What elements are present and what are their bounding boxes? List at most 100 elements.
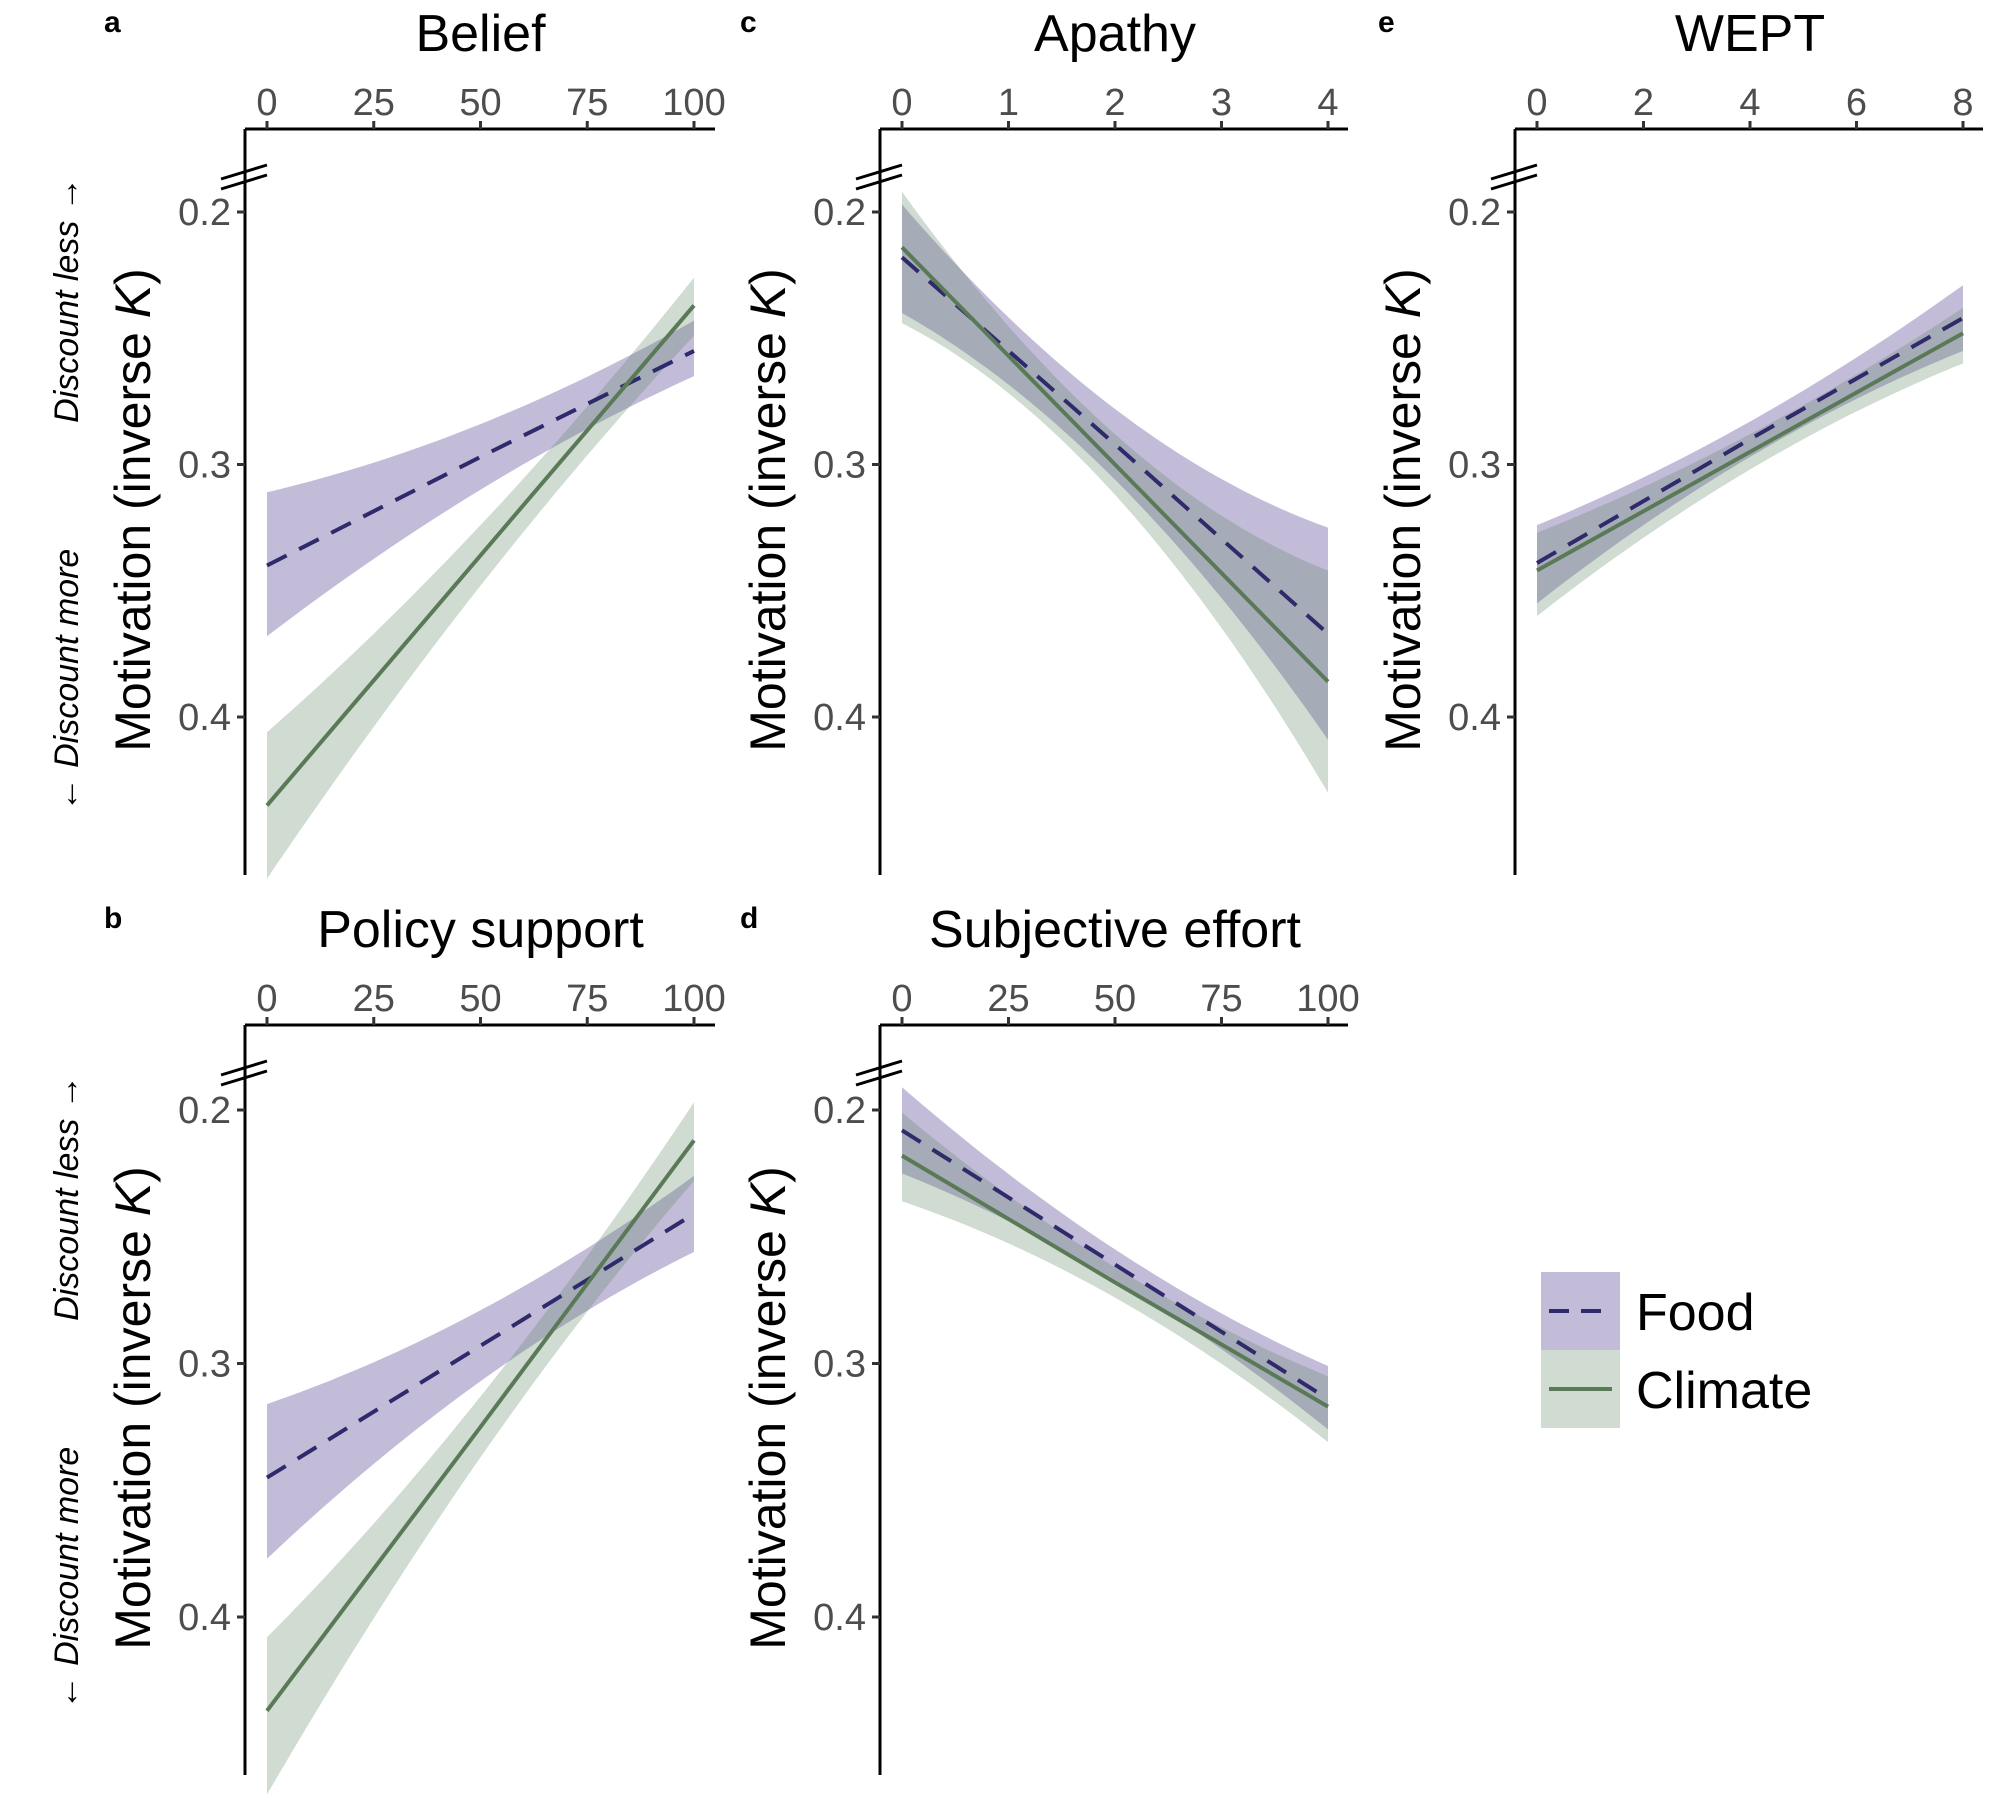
ci-band-food: [1537, 285, 1963, 604]
axis-break-mark: [855, 163, 903, 181]
y-label-text: Motivation (inverse: [740, 1216, 796, 1650]
ci-band-food: [267, 320, 694, 637]
y-tick-label: 0.2: [1448, 192, 1501, 234]
x-tick-label: 2: [1104, 82, 1125, 124]
y-label-k: K: [740, 1180, 796, 1216]
y-axis-label: Motivation (inverse K): [740, 1166, 796, 1650]
axis-break-mark: [220, 1069, 268, 1087]
axis-break-mark: [220, 163, 268, 181]
axis-break-mark: [220, 1059, 268, 1077]
y-axis-label: Motivation (inverse K): [105, 1166, 161, 1650]
y-tick-label: 0.4: [178, 697, 231, 739]
y-label-close: ): [105, 1166, 161, 1183]
x-tick-label: 100: [662, 82, 725, 124]
discount-more-label: ← Discount more: [48, 549, 86, 812]
y-axis-label: Motivation (inverse K): [740, 268, 796, 752]
panel-title: WEPT: [1675, 5, 1825, 63]
y-tick-label: 0.3: [813, 1344, 866, 1386]
x-tick-label: 75: [566, 82, 608, 124]
axis-break-mark: [855, 1059, 903, 1077]
axis-break-mark: [220, 173, 268, 191]
y-tick-label: 0.2: [178, 192, 231, 234]
y-tick-label: 0.4: [813, 697, 866, 739]
panel-letter: c: [740, 6, 757, 39]
axis-break-mark: [855, 1069, 903, 1087]
discount-more-label: ← Discount more: [48, 1447, 86, 1710]
ci-band-climate: [902, 1112, 1328, 1443]
y-label-close: ): [740, 1166, 796, 1183]
x-tick-label: 50: [459, 82, 501, 124]
legend: Food Climate: [1541, 1272, 1812, 1428]
line-climate: [900, 1153, 1330, 1409]
panel-a: a Belief 0 25 50 75 100 0.2 0.3 0.4 Motivation (in…: [48, 5, 726, 879]
ci-band-climate: [902, 191, 1328, 793]
x-tick-label: 25: [353, 978, 395, 1020]
y-tick-label: 0.2: [813, 192, 866, 234]
line-food: [900, 255, 1330, 636]
axis-break-mark: [1490, 163, 1538, 181]
axis-break-mark: [1490, 173, 1538, 191]
y-label-close: ): [105, 268, 161, 285]
y-tick-label: 0.4: [178, 1597, 231, 1639]
line-food: [1535, 316, 1964, 565]
y-tick-label: 0.2: [178, 1090, 231, 1132]
y-label-text: Motivation (inverse: [105, 318, 161, 752]
panel-letter: a: [104, 6, 121, 39]
line-climate: [900, 245, 1330, 684]
x-tick-label: 25: [353, 82, 395, 124]
x-tick-label: 0: [891, 82, 912, 124]
x-tick-label: 8: [1952, 82, 1973, 124]
x-tick-label: 0: [1526, 82, 1547, 124]
legend-label-food: Food: [1636, 1284, 1755, 1342]
x-tick-label: 50: [459, 978, 501, 1020]
y-label-text: Motivation (inverse: [740, 318, 796, 752]
line-climate: [265, 1139, 696, 1713]
panel-title: Apathy: [1034, 5, 1196, 63]
y-label-k: K: [105, 282, 161, 318]
x-tick-label: 0: [256, 82, 277, 124]
panel-title: Subjective effort: [929, 901, 1301, 959]
ci-band-food: [267, 1175, 694, 1559]
y-tick-label: 0.2: [813, 1090, 866, 1132]
x-tick-label: 0: [256, 978, 277, 1020]
panel-title: Belief: [415, 5, 546, 63]
y-label-k: K: [1375, 282, 1431, 318]
y-tick-label: 0.3: [813, 445, 866, 487]
x-tick-label: 2: [1633, 82, 1654, 124]
y-tick-label: 0.4: [1448, 697, 1501, 739]
y-tick-label: 0.4: [813, 1597, 866, 1639]
axis-break-mark: [855, 173, 903, 191]
discount-less-label: Discount less →: [48, 1075, 86, 1321]
line-climate: [1536, 331, 1964, 573]
x-tick-label: 4: [1317, 82, 1338, 124]
x-tick-label: 100: [1296, 978, 1359, 1020]
panel-c: c Apathy 0 1 2 3 4 0.2 0.3 0.4 Motivation (inverse…: [740, 5, 1348, 875]
discount-less-label: Discount less →: [48, 177, 86, 423]
ci-band-climate: [1537, 307, 1963, 616]
y-label-k: K: [105, 1180, 161, 1216]
x-tick-label: 75: [566, 978, 608, 1020]
panel-e: e WEPT 0 2 4 6 8 0.2 0.3 0.4 Motivation (inverse K…: [1375, 5, 1983, 875]
y-tick-label: 0.3: [178, 445, 231, 487]
legend-label-climate: Climate: [1636, 1362, 1812, 1420]
y-label-k: K: [740, 282, 796, 318]
panel-letter: e: [1378, 6, 1395, 39]
x-tick-label: 1: [998, 82, 1019, 124]
x-tick-label: 3: [1211, 82, 1232, 124]
x-tick-label: 25: [987, 978, 1029, 1020]
panel-letter: d: [740, 902, 758, 935]
panel-b: b Policy support 0 25 50 75 100 0.2 0.3 0.4 Motiva…: [48, 901, 726, 1795]
line-climate: [265, 304, 696, 807]
y-label-close: ): [1375, 268, 1431, 285]
y-label-text: Motivation (inverse: [105, 1216, 161, 1650]
panel-d: d Subjective effort 0 25 50 75 100 0.2 0.3 0.4 Mot…: [740, 901, 1360, 1775]
y-tick-label: 0.3: [1448, 445, 1501, 487]
line-food: [265, 1212, 696, 1480]
y-label-close: ): [740, 268, 796, 285]
panel-letter: b: [104, 902, 122, 935]
x-tick-label: 4: [1739, 82, 1760, 124]
x-tick-label: 0: [891, 978, 912, 1020]
y-axis-label: Motivation (inverse K): [105, 268, 161, 752]
